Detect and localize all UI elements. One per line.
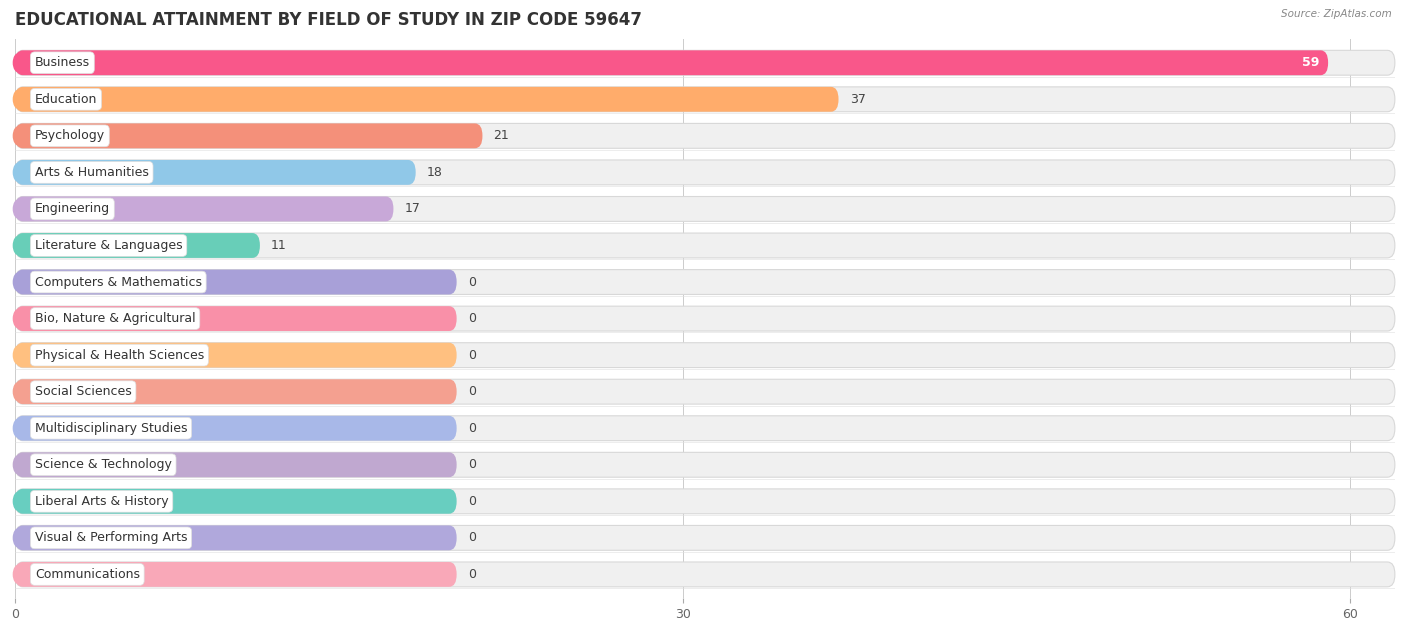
Text: Computers & Mathematics: Computers & Mathematics <box>35 276 202 289</box>
FancyBboxPatch shape <box>15 270 457 295</box>
Text: 0: 0 <box>468 312 475 325</box>
FancyBboxPatch shape <box>15 379 1395 404</box>
Text: Business: Business <box>35 56 90 70</box>
FancyBboxPatch shape <box>15 87 1395 112</box>
FancyBboxPatch shape <box>15 525 457 550</box>
Text: Education: Education <box>35 93 97 106</box>
FancyBboxPatch shape <box>15 343 1395 368</box>
Circle shape <box>14 528 25 547</box>
Text: 0: 0 <box>468 349 475 362</box>
Circle shape <box>14 90 25 109</box>
FancyBboxPatch shape <box>15 197 1395 221</box>
Text: Source: ZipAtlas.com: Source: ZipAtlas.com <box>1281 9 1392 20</box>
Text: Visual & Performing Arts: Visual & Performing Arts <box>35 532 187 544</box>
Circle shape <box>14 163 25 182</box>
FancyBboxPatch shape <box>15 525 1395 550</box>
Circle shape <box>14 126 25 145</box>
FancyBboxPatch shape <box>15 51 1329 75</box>
Text: 0: 0 <box>468 458 475 471</box>
Text: Bio, Nature & Agricultural: Bio, Nature & Agricultural <box>35 312 195 325</box>
FancyBboxPatch shape <box>15 51 1395 75</box>
Text: Liberal Arts & History: Liberal Arts & History <box>35 495 169 508</box>
Text: 0: 0 <box>468 568 475 581</box>
FancyBboxPatch shape <box>15 306 457 331</box>
FancyBboxPatch shape <box>15 123 1395 149</box>
Text: Communications: Communications <box>35 568 139 581</box>
FancyBboxPatch shape <box>15 87 838 112</box>
Text: Science & Technology: Science & Technology <box>35 458 172 471</box>
Text: Physical & Health Sciences: Physical & Health Sciences <box>35 349 204 362</box>
Text: Engineering: Engineering <box>35 202 110 216</box>
FancyBboxPatch shape <box>15 562 1395 587</box>
FancyBboxPatch shape <box>15 233 1395 258</box>
Text: 0: 0 <box>468 422 475 435</box>
Circle shape <box>14 455 25 474</box>
FancyBboxPatch shape <box>15 416 1395 441</box>
Text: Arts & Humanities: Arts & Humanities <box>35 166 149 179</box>
Circle shape <box>14 565 25 584</box>
FancyBboxPatch shape <box>15 562 457 587</box>
FancyBboxPatch shape <box>15 489 1395 514</box>
Text: 0: 0 <box>468 532 475 544</box>
Text: Psychology: Psychology <box>35 130 105 142</box>
Text: 18: 18 <box>427 166 443 179</box>
Text: Multidisciplinary Studies: Multidisciplinary Studies <box>35 422 187 435</box>
FancyBboxPatch shape <box>15 453 457 477</box>
Text: 0: 0 <box>468 276 475 289</box>
Text: 59: 59 <box>1302 56 1319 70</box>
FancyBboxPatch shape <box>15 306 1395 331</box>
Text: Social Sciences: Social Sciences <box>35 385 132 398</box>
Text: 21: 21 <box>494 130 509 142</box>
FancyBboxPatch shape <box>15 270 1395 295</box>
Circle shape <box>14 272 25 291</box>
FancyBboxPatch shape <box>15 453 1395 477</box>
Text: 0: 0 <box>468 385 475 398</box>
Circle shape <box>14 492 25 511</box>
FancyBboxPatch shape <box>15 160 1395 185</box>
Circle shape <box>14 419 25 438</box>
Text: Literature & Languages: Literature & Languages <box>35 239 183 252</box>
Circle shape <box>14 382 25 401</box>
Circle shape <box>14 309 25 328</box>
FancyBboxPatch shape <box>15 160 416 185</box>
FancyBboxPatch shape <box>15 123 482 149</box>
Circle shape <box>14 53 25 72</box>
FancyBboxPatch shape <box>15 233 260 258</box>
Text: 11: 11 <box>271 239 287 252</box>
Text: 0: 0 <box>468 495 475 508</box>
FancyBboxPatch shape <box>15 343 457 368</box>
FancyBboxPatch shape <box>15 489 457 514</box>
FancyBboxPatch shape <box>15 197 394 221</box>
Circle shape <box>14 346 25 365</box>
FancyBboxPatch shape <box>15 416 457 441</box>
FancyBboxPatch shape <box>15 379 457 404</box>
Text: 17: 17 <box>405 202 420 216</box>
Text: 37: 37 <box>849 93 866 106</box>
Circle shape <box>14 200 25 219</box>
Text: EDUCATIONAL ATTAINMENT BY FIELD OF STUDY IN ZIP CODE 59647: EDUCATIONAL ATTAINMENT BY FIELD OF STUDY… <box>15 11 643 29</box>
Circle shape <box>14 236 25 255</box>
